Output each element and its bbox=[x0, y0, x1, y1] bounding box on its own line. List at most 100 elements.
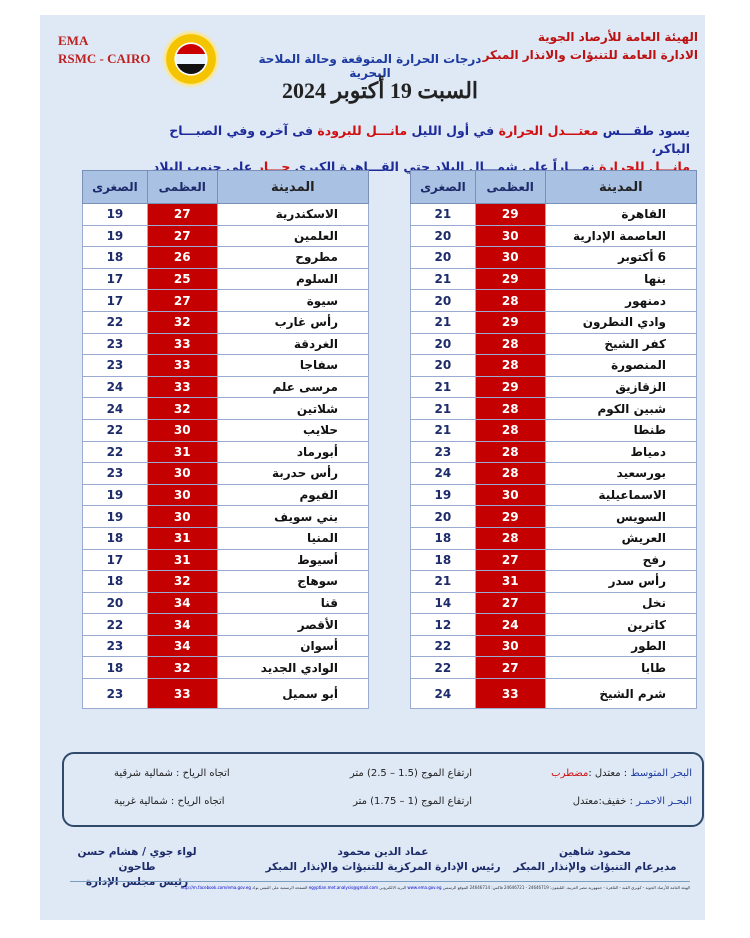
city-name: سفاجا bbox=[216, 354, 370, 377]
city-name: أسوان bbox=[216, 634, 370, 658]
max-temp: 29 bbox=[474, 267, 546, 291]
red-sea-wind: اتجاه الرياح : شمالية غربية bbox=[114, 796, 225, 807]
city-name: الوادي الجديد bbox=[216, 656, 370, 680]
min-temp: 21 bbox=[410, 310, 476, 334]
divider bbox=[70, 881, 690, 882]
max-temp: 29 bbox=[474, 310, 546, 334]
city-name: بني سويف bbox=[216, 505, 370, 528]
min-temp: 21 bbox=[410, 203, 476, 226]
sea-conditions-box: البحر المتوسط : معتدل :مضطرب ارتفاع المو… bbox=[62, 752, 704, 827]
website-link[interactable]: www.ema.gov.eg bbox=[407, 885, 442, 890]
facebook-link[interactable]: http://m.facebook.com/ema.gov.eg bbox=[180, 885, 251, 890]
ema-logo bbox=[162, 30, 220, 88]
city-name: شبين الكوم bbox=[544, 397, 698, 420]
city-name: رأس حدربة bbox=[216, 462, 370, 485]
max-temp: 32 bbox=[146, 310, 218, 334]
table-row: الاسماعيلية 30 19 bbox=[410, 483, 698, 507]
city-name: مطروح bbox=[216, 246, 370, 269]
col-max: العظمى bbox=[146, 170, 218, 204]
min-temp: 22 bbox=[410, 656, 476, 680]
signature-3: لواء جوي / هشام حسن طاحون رئيس مجلس الإدا… bbox=[77, 846, 197, 888]
col-max: العظمى bbox=[474, 170, 546, 204]
min-temp: 21 bbox=[410, 418, 476, 442]
city-name: سيوة bbox=[216, 289, 370, 312]
col-city: المدينة bbox=[216, 170, 370, 204]
min-temp: 22 bbox=[82, 310, 148, 334]
table-row: دمنهور 28 20 bbox=[410, 289, 698, 312]
city-name: طابا bbox=[544, 656, 698, 680]
footer-contact: الهيئة العامة للأرصاد الجوية - كوبري الق… bbox=[180, 885, 690, 890]
city-name: بنها bbox=[544, 267, 698, 291]
max-temp: 28 bbox=[474, 462, 546, 485]
min-temp: 20 bbox=[410, 354, 476, 377]
table-row: الغردقة 33 23 bbox=[82, 332, 370, 356]
min-temp: 22 bbox=[82, 440, 148, 464]
table-row: العلمين 27 19 bbox=[82, 224, 370, 248]
min-temp: 23 bbox=[82, 354, 148, 377]
table-row: سفاجا 33 23 bbox=[82, 354, 370, 377]
table-row: الوادي الجديد 32 18 bbox=[82, 656, 370, 680]
table-row: العريش 28 18 bbox=[410, 526, 698, 550]
city-name: الطور bbox=[544, 634, 698, 658]
min-temp: 19 bbox=[82, 203, 148, 226]
table-row: رأس غارب 32 22 bbox=[82, 310, 370, 334]
max-temp: 34 bbox=[146, 591, 218, 615]
table-row: الطور 30 22 bbox=[410, 634, 698, 658]
city-name: 6 أكتوبر bbox=[544, 246, 698, 269]
city-name: الغردقة bbox=[216, 332, 370, 356]
city-name: دمنهور bbox=[544, 289, 698, 312]
min-temp: 23 bbox=[82, 462, 148, 485]
max-temp: 32 bbox=[146, 397, 218, 420]
table-row: سوهاج 32 18 bbox=[82, 570, 370, 593]
city-name: شرم الشيخ bbox=[544, 678, 698, 710]
min-temp: 18 bbox=[410, 526, 476, 550]
table-row: وادي النطرون 29 21 bbox=[410, 310, 698, 334]
table-row: بورسعيد 28 24 bbox=[410, 462, 698, 485]
max-temp: 30 bbox=[146, 418, 218, 442]
table-row: العاصمة الإدارية 30 20 bbox=[410, 224, 698, 248]
min-temp: 20 bbox=[410, 505, 476, 528]
table-row: السلوم 25 17 bbox=[82, 267, 370, 291]
email-link[interactable]: egyptian.met.analysis@gmail.com bbox=[308, 885, 378, 890]
table-header: المدينة العظمى الصغرى bbox=[82, 170, 370, 204]
max-temp: 34 bbox=[146, 634, 218, 658]
city-name: رأس غارب bbox=[216, 310, 370, 334]
min-temp: 21 bbox=[410, 570, 476, 593]
table-row: المنصورة 28 20 bbox=[410, 354, 698, 377]
red-sea-wave: ارتفاع الموج (1 – 1.75) متر bbox=[353, 796, 472, 807]
min-temp: 21 bbox=[410, 267, 476, 291]
max-temp: 30 bbox=[146, 483, 218, 507]
bulletin-date: السبت 19 أكتوبر 2024 bbox=[281, 78, 479, 103]
city-name: الاسكندرية bbox=[216, 203, 370, 226]
table-row: 6 أكتوبر 30 20 bbox=[410, 246, 698, 269]
city-name: المنصورة bbox=[544, 354, 698, 377]
table-row: رأس سدر 31 21 bbox=[410, 570, 698, 593]
table-row: سيوة 27 17 bbox=[82, 289, 370, 312]
city-name: نخل bbox=[544, 591, 698, 615]
city-name: وادي النطرون bbox=[544, 310, 698, 334]
signature-1: محمود شاهين مديرعام التنبؤات والإنذار الم… bbox=[513, 846, 677, 873]
city-name: كاترين bbox=[544, 613, 698, 636]
min-temp: 23 bbox=[82, 634, 148, 658]
max-temp: 24 bbox=[474, 613, 546, 636]
table-row: بنها 29 21 bbox=[410, 267, 698, 291]
mediterranean-wind: اتجاه الرياح : شمالية شرقية bbox=[114, 768, 230, 779]
max-temp: 33 bbox=[146, 354, 218, 377]
table-row: المنيا 31 18 bbox=[82, 526, 370, 550]
max-temp: 28 bbox=[474, 289, 546, 312]
min-temp: 22 bbox=[410, 634, 476, 658]
mediterranean-state: البحر المتوسط : معتدل :مضطرب bbox=[551, 768, 692, 779]
max-temp: 31 bbox=[146, 440, 218, 464]
mediterranean-wave: ارتفاع الموج (1.5 – 2.5) متر bbox=[349, 768, 472, 779]
table-row: الفيوم 30 19 bbox=[82, 483, 370, 507]
city-name: دمياط bbox=[544, 440, 698, 464]
table-row: الاسكندرية 27 19 bbox=[82, 203, 370, 226]
min-temp: 17 bbox=[82, 267, 148, 291]
max-temp: 27 bbox=[146, 289, 218, 312]
min-temp: 23 bbox=[410, 440, 476, 464]
table-row: أبو سميل 33 23 bbox=[82, 678, 370, 710]
min-temp: 24 bbox=[82, 397, 148, 420]
max-temp: 34 bbox=[146, 613, 218, 636]
city-name: شلاتين bbox=[216, 397, 370, 420]
rsmc-text: RSMC - CAIRO bbox=[58, 51, 151, 66]
